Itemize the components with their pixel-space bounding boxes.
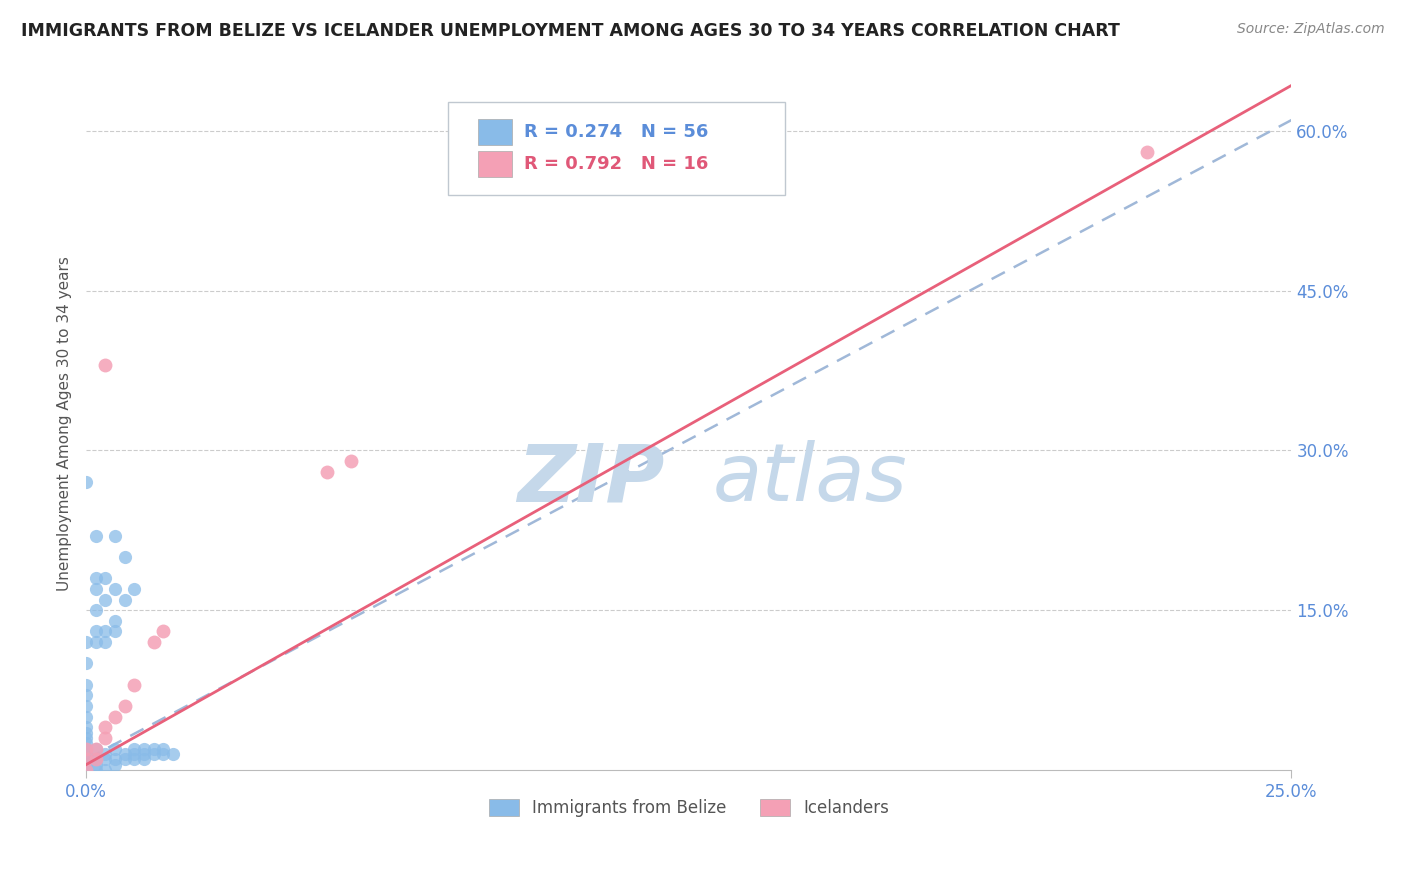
Point	[104, 710, 127, 724]
Point	[94, 731, 117, 745]
Point	[316, 465, 339, 479]
Point	[84, 624, 107, 639]
Point	[152, 741, 174, 756]
Point	[84, 752, 107, 766]
Point	[75, 678, 97, 692]
Point	[114, 747, 136, 761]
Point	[94, 624, 117, 639]
Text: atlas: atlas	[713, 440, 908, 518]
Point	[75, 475, 97, 490]
Point	[94, 747, 117, 761]
Point	[75, 741, 97, 756]
Text: R = 0.274   N = 56: R = 0.274 N = 56	[523, 123, 709, 141]
FancyBboxPatch shape	[447, 102, 785, 195]
FancyBboxPatch shape	[478, 119, 512, 145]
Point	[162, 747, 184, 761]
Point	[94, 635, 117, 649]
Point	[84, 757, 107, 772]
Point	[75, 720, 97, 734]
Point	[94, 763, 117, 777]
Point	[142, 747, 165, 761]
Point	[84, 528, 107, 542]
Point	[84, 571, 107, 585]
Point	[152, 624, 174, 639]
Point	[84, 741, 107, 756]
Point	[84, 741, 107, 756]
FancyBboxPatch shape	[478, 151, 512, 178]
Text: ZIP: ZIP	[517, 440, 665, 518]
Point	[75, 752, 97, 766]
Point	[340, 454, 363, 468]
Point	[84, 752, 107, 766]
Point	[114, 699, 136, 714]
Point	[75, 699, 97, 714]
Point	[75, 747, 97, 761]
Point	[94, 358, 117, 372]
Point	[94, 720, 117, 734]
Point	[75, 752, 97, 766]
Point	[104, 582, 127, 596]
Point	[104, 752, 127, 766]
Point	[84, 635, 107, 649]
Point	[124, 741, 146, 756]
Point	[114, 549, 136, 564]
Point	[94, 752, 117, 766]
Point	[84, 763, 107, 777]
Point	[104, 624, 127, 639]
Text: R = 0.792   N = 16: R = 0.792 N = 16	[523, 155, 709, 173]
Legend: Immigrants from Belize, Icelanders: Immigrants from Belize, Icelanders	[482, 792, 896, 824]
Text: IMMIGRANTS FROM BELIZE VS ICELANDER UNEMPLOYMENT AMONG AGES 30 TO 34 YEARS CORRE: IMMIGRANTS FROM BELIZE VS ICELANDER UNEM…	[21, 22, 1121, 40]
Point	[84, 582, 107, 596]
Point	[132, 741, 155, 756]
Point	[132, 747, 155, 761]
Point	[124, 747, 146, 761]
Y-axis label: Unemployment Among Ages 30 to 34 years: Unemployment Among Ages 30 to 34 years	[58, 256, 72, 591]
Point	[142, 635, 165, 649]
Point	[124, 678, 146, 692]
Point	[142, 741, 165, 756]
Point	[75, 689, 97, 703]
Point	[75, 736, 97, 750]
Point	[75, 763, 97, 777]
Point	[84, 603, 107, 617]
Point	[1136, 145, 1159, 159]
Point	[132, 752, 155, 766]
Point	[75, 725, 97, 739]
Point	[124, 582, 146, 596]
Point	[104, 614, 127, 628]
Text: Source: ZipAtlas.com: Source: ZipAtlas.com	[1237, 22, 1385, 37]
Point	[75, 710, 97, 724]
Point	[75, 763, 97, 777]
Point	[152, 747, 174, 761]
Point	[114, 752, 136, 766]
Point	[104, 757, 127, 772]
Point	[94, 571, 117, 585]
Point	[94, 592, 117, 607]
Point	[75, 657, 97, 671]
Point	[104, 528, 127, 542]
Point	[75, 741, 97, 756]
Point	[124, 752, 146, 766]
Point	[75, 731, 97, 745]
Point	[114, 592, 136, 607]
Point	[104, 741, 127, 756]
Point	[75, 635, 97, 649]
Point	[75, 757, 97, 772]
